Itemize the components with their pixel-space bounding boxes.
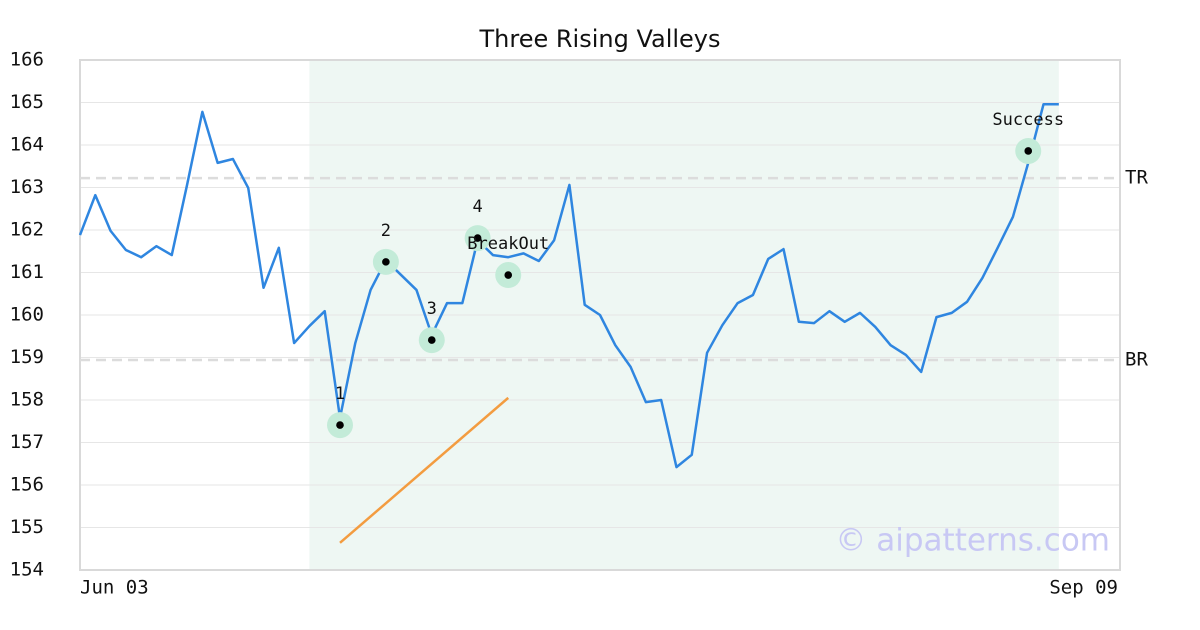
- y-tick-label: 157: [10, 431, 44, 453]
- y-tick-label: 165: [10, 91, 44, 113]
- marker-dot: [473, 234, 482, 242]
- marker-label: 4: [473, 197, 483, 217]
- x-tick-label: Sep 09: [1049, 577, 1118, 599]
- x-tick-label: Jun 03: [80, 577, 149, 599]
- y-tick-label: 156: [10, 474, 44, 496]
- price-line: [78, 102, 1059, 469]
- plot-border: [79, 59, 1121, 571]
- watermark: © aipatterns.com: [835, 523, 1110, 559]
- marker-dot: [427, 336, 436, 344]
- marker-label: Success: [992, 110, 1064, 130]
- chart-title: Three Rising Valleys: [478, 25, 720, 53]
- y-tick-label: 161: [10, 261, 44, 283]
- y-tick-label: 158: [10, 389, 44, 411]
- y-tick-label: 166: [10, 49, 44, 71]
- y-tick-label: 155: [10, 516, 44, 538]
- level-label: BR: [1125, 349, 1148, 371]
- marker-label: BreakOut: [467, 234, 549, 254]
- y-tick-label: 159: [10, 346, 44, 368]
- marker-label: 3: [427, 299, 437, 319]
- y-tick-label: 154: [10, 559, 44, 581]
- marker-dot: [504, 271, 513, 279]
- marker-label: 2: [381, 221, 391, 241]
- y-tick-label: 163: [10, 176, 44, 198]
- marker-dot: [382, 258, 390, 266]
- marker-label: 1: [335, 384, 345, 404]
- y-tick-label: 164: [10, 134, 44, 156]
- y-tick-label: 160: [10, 304, 44, 326]
- level-label: TR: [1125, 167, 1148, 189]
- y-tick-label: 162: [10, 219, 44, 241]
- marker-dot: [336, 421, 344, 429]
- marker-dot: [1024, 147, 1033, 155]
- trend-line: [339, 396, 510, 544]
